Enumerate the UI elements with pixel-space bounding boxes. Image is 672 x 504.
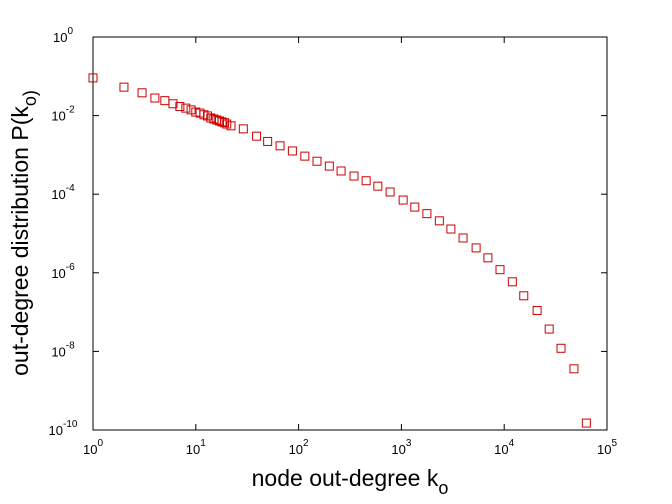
- marker: [300, 151, 310, 161]
- marker: [361, 176, 371, 186]
- marker: [252, 131, 262, 141]
- x-tick-label: 100: [83, 438, 103, 457]
- marker: [446, 224, 456, 234]
- marker: [226, 121, 236, 131]
- marker: [410, 202, 420, 212]
- marker: [569, 364, 579, 374]
- marker: [217, 117, 227, 127]
- x-tick-label: 105: [597, 438, 617, 457]
- y-axis-title: out-degree distribution P(ko): [7, 90, 40, 376]
- marker: [507, 277, 517, 287]
- marker: [137, 88, 147, 98]
- marker: [181, 103, 191, 113]
- marker: [519, 291, 529, 301]
- y-tick-label: 10-4: [51, 183, 75, 202]
- marker: [263, 136, 273, 146]
- marker: [373, 181, 383, 191]
- marker: [186, 105, 196, 115]
- marker: [458, 233, 468, 243]
- marker: [275, 141, 285, 151]
- y-tick-label: 10-6: [51, 262, 75, 281]
- x-tick-label: 104: [494, 438, 514, 457]
- marker: [544, 324, 554, 334]
- y-tick-label: 10-2: [51, 105, 75, 124]
- marker: [385, 187, 395, 197]
- marker: [532, 305, 542, 315]
- marker: [238, 124, 248, 134]
- marker: [471, 243, 481, 253]
- marker: [312, 156, 322, 166]
- marker: [119, 82, 129, 92]
- marker: [324, 161, 334, 171]
- x-tick-label: 102: [289, 438, 309, 457]
- marker: [214, 116, 224, 126]
- x-tick-label: 101: [186, 438, 206, 457]
- x-axis-title: node out-degree ko: [252, 465, 449, 498]
- marker: [556, 343, 566, 353]
- marker: [398, 195, 408, 205]
- marker: [581, 418, 591, 428]
- marker: [175, 102, 185, 112]
- marker: [434, 216, 444, 226]
- marker: [422, 209, 432, 219]
- marker: [287, 146, 297, 156]
- plot-frame: [92, 36, 608, 431]
- marker: [483, 253, 493, 263]
- x-tick-label: 103: [391, 438, 411, 457]
- y-tick-label: 10-10: [49, 419, 78, 438]
- y-tick-label: 10-8: [51, 340, 75, 359]
- marker: [203, 111, 213, 121]
- marker: [349, 171, 359, 181]
- marker: [336, 166, 346, 176]
- marker: [168, 99, 178, 109]
- marker: [219, 118, 229, 128]
- y-tick-label: 100: [53, 26, 73, 45]
- marker: [495, 265, 505, 275]
- marker: [150, 93, 160, 103]
- marker: [206, 113, 216, 123]
- marker: [160, 96, 170, 106]
- marker: [88, 73, 98, 83]
